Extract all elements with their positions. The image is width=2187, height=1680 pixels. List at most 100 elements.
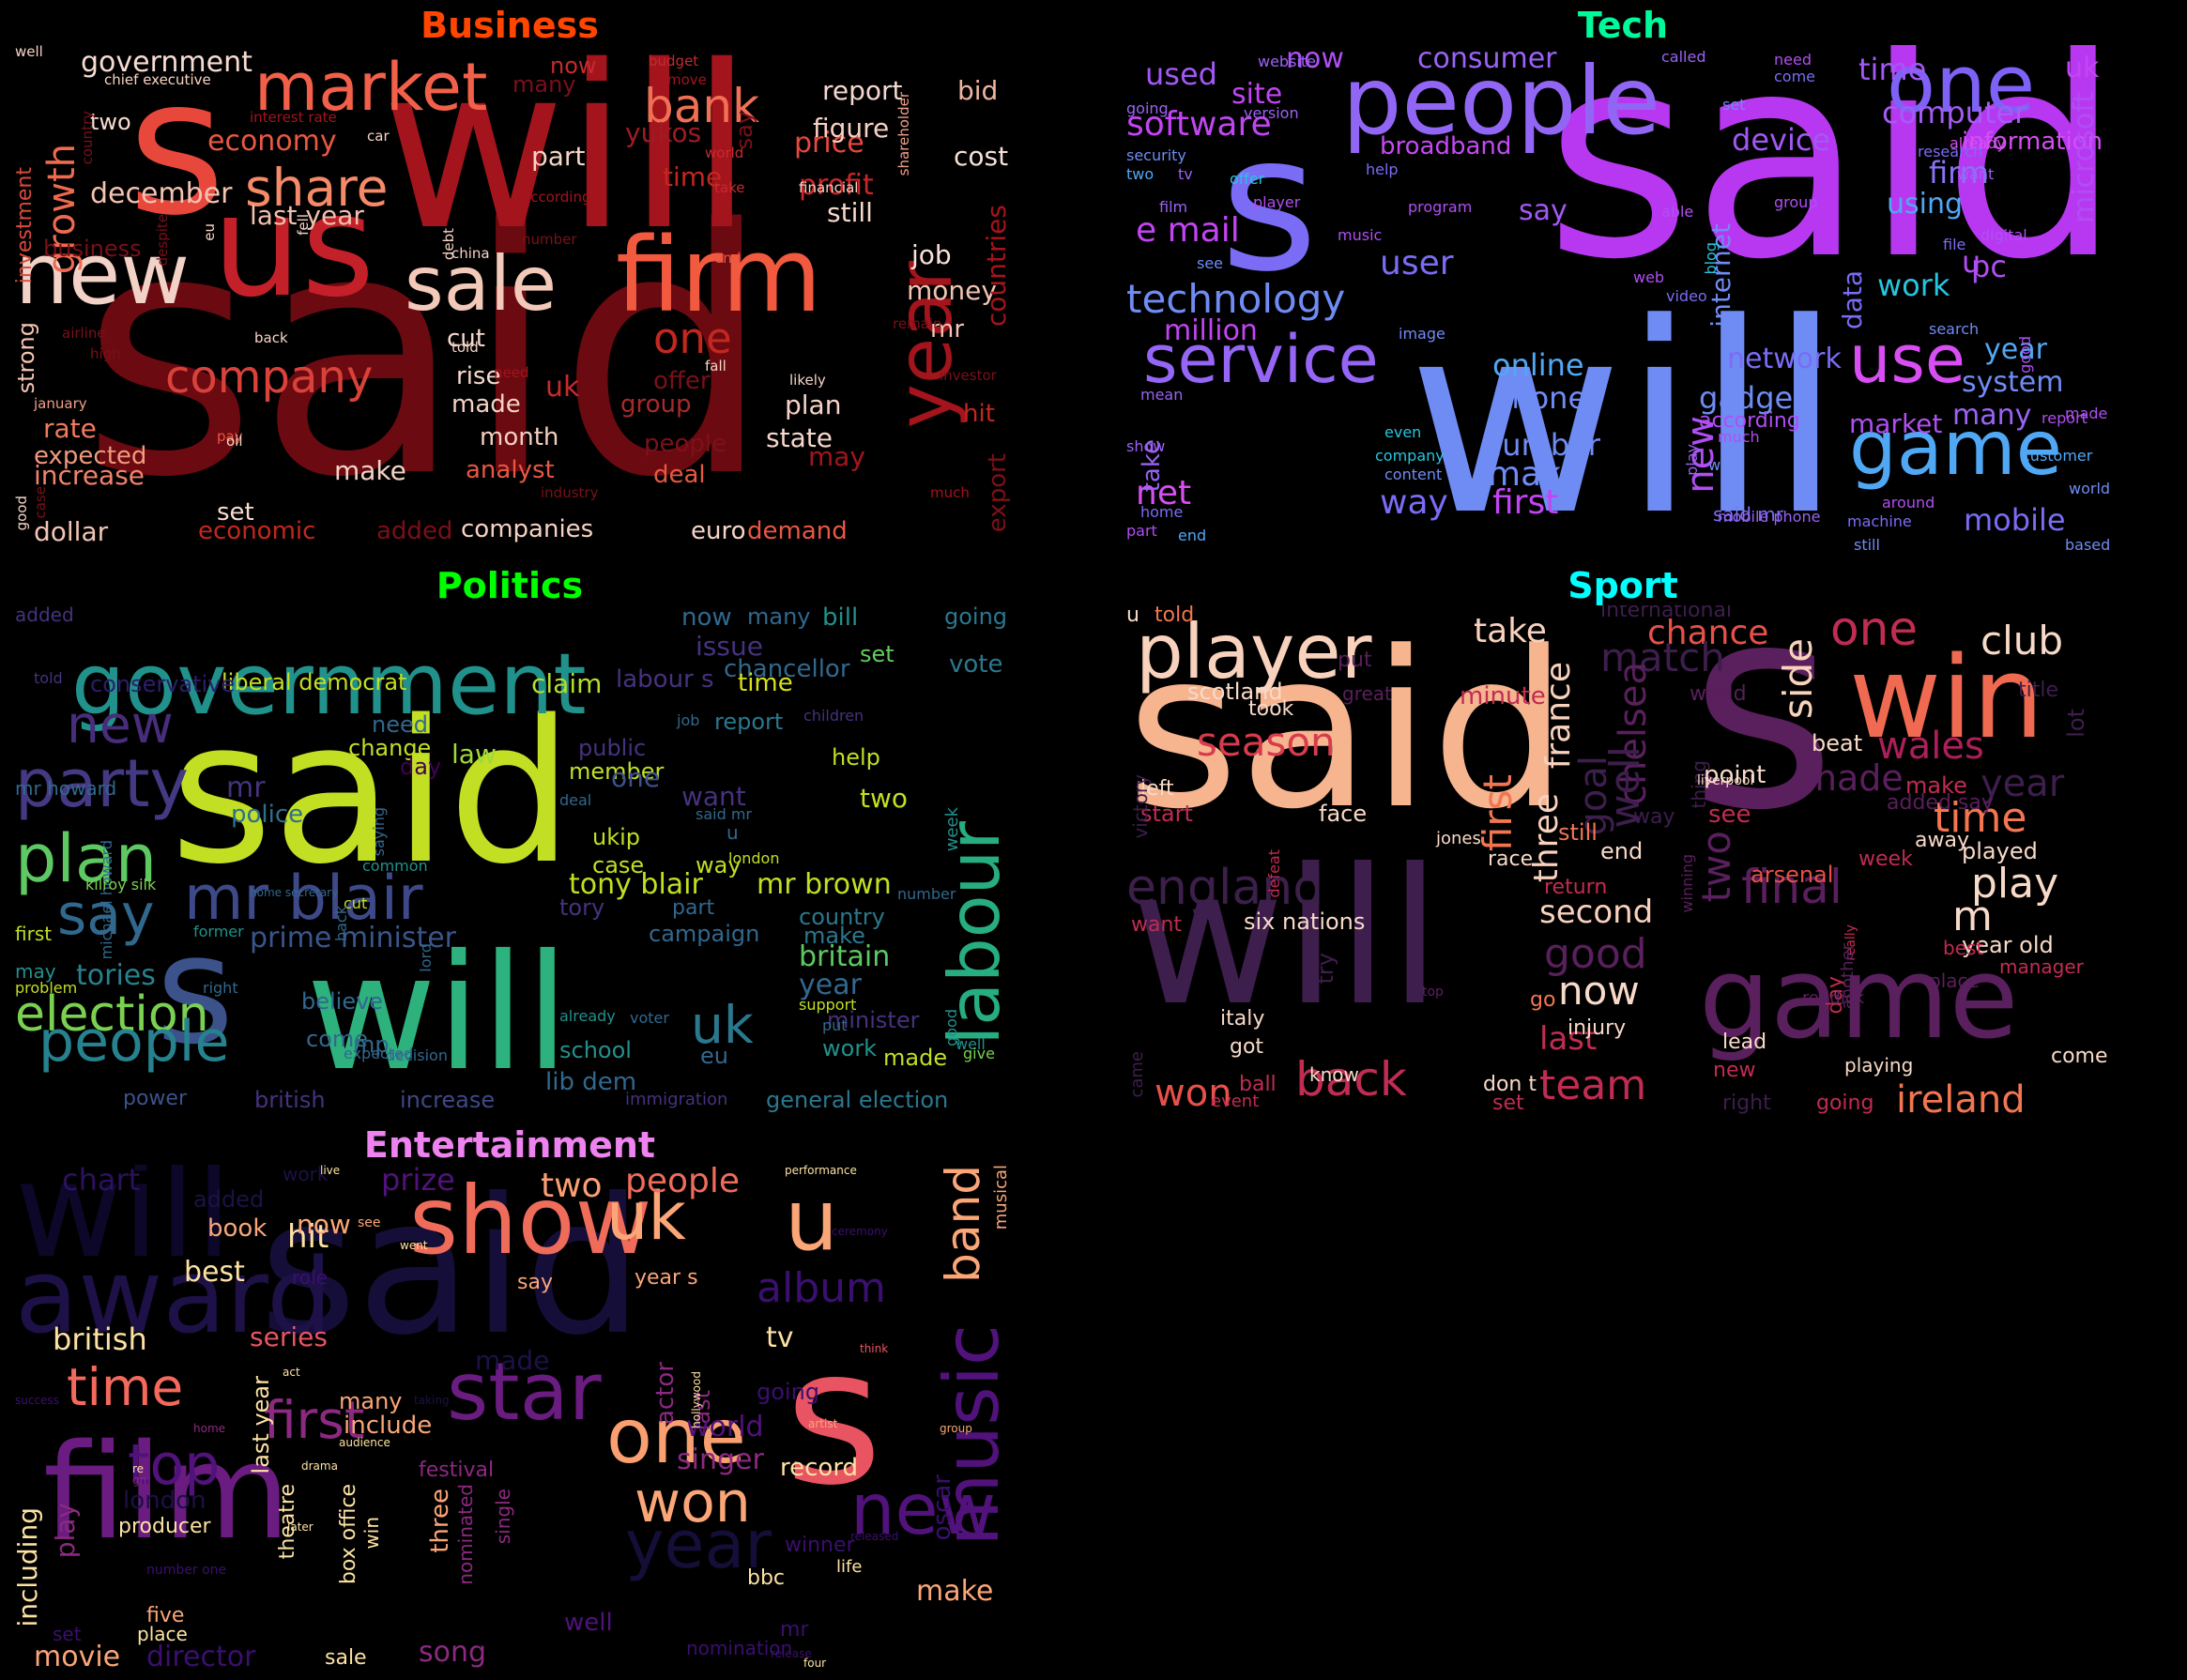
cloud-word: work — [822, 1035, 878, 1061]
cloud-word: euro — [691, 517, 746, 545]
cloud-word: later — [287, 1520, 314, 1534]
cloud-word: act — [283, 1366, 300, 1379]
cloud-word: arsenal — [1751, 862, 1834, 888]
panel-title: Business — [421, 5, 599, 46]
cloud-word: said — [170, 678, 574, 908]
cloud-word: nomination — [686, 1637, 793, 1659]
cloud-word: injury — [1568, 1016, 1627, 1040]
cloud-word: lot — [2063, 709, 2089, 738]
cloud-word: added — [193, 1186, 265, 1213]
cloud-word: want — [1957, 165, 1995, 183]
cloud-word: problem — [15, 979, 78, 997]
cloud-word: going — [1126, 99, 1169, 117]
cloud-word: won — [1155, 1072, 1232, 1115]
cloud-word: day — [400, 754, 442, 780]
cloud-word: u — [726, 821, 739, 844]
cloud-word: ireland — [1896, 1078, 2026, 1119]
word-cloud: said will s government labour party plan new mr … — [15, 605, 1010, 1119]
cloud-word: last — [1539, 1020, 1598, 1058]
cloud-word: made — [1802, 757, 1904, 799]
cloud-word: mobile — [1964, 502, 2066, 538]
cloud-word: time — [1858, 52, 1927, 87]
cloud-word: people — [625, 1165, 741, 1200]
cloud-word: bank — [644, 79, 760, 133]
cloud-word: conservative — [90, 671, 236, 697]
cloud-word: will — [1408, 267, 1843, 558]
cloud-word: play — [50, 1503, 81, 1559]
cloud-word: two — [1693, 831, 1739, 903]
cloud-word: festival — [419, 1459, 495, 1482]
cloud-word: expected — [344, 1045, 414, 1062]
cloud-word: month — [480, 423, 559, 451]
cloud-word: interest rate — [250, 109, 337, 126]
cloud-word: make — [916, 1575, 994, 1608]
cloud-word: give — [963, 1045, 995, 1062]
cloud-word: home — [193, 1422, 226, 1435]
cloud-word: mr howard — [15, 777, 117, 800]
cloud-word: told — [34, 669, 63, 687]
cloud-word: british — [53, 1321, 147, 1357]
cloud-word: place — [137, 1623, 188, 1645]
cloud-word: s — [1690, 605, 1837, 872]
word-cloud: said will us s new firm sale market share bank yea… — [15, 45, 1010, 558]
cloud-word: pc — [1971, 249, 2007, 284]
cloud-word: beat — [1812, 730, 1863, 756]
cloud-word: chance — [1647, 614, 1769, 652]
cloud-word: already — [559, 1007, 616, 1025]
cloud-word: offer — [653, 367, 711, 395]
cloud-word: uk — [606, 1178, 686, 1255]
cloud-word: one — [1887, 45, 2036, 131]
cloud-word: ukip — [592, 824, 641, 850]
cloud-word: see — [358, 1215, 381, 1230]
cloud-word: said — [1545, 45, 2121, 321]
cloud-word: economy — [207, 125, 337, 158]
cloud-word: england — [1126, 860, 1324, 916]
cloud-word: film — [1159, 198, 1188, 216]
cloud-word: win — [360, 1517, 383, 1550]
cloud-word: music — [1338, 226, 1383, 244]
cloud-word: may — [15, 960, 56, 983]
cloud-word: make — [1488, 455, 1581, 494]
cloud-word: file — [1943, 236, 1966, 253]
cloud-word: information — [1962, 128, 2103, 156]
cloud-word: well — [956, 1035, 986, 1053]
cloud-word: debt — [440, 228, 457, 261]
cloud-word: time — [663, 161, 723, 192]
cloud-word: first — [264, 1390, 365, 1450]
cloud-word: play — [1971, 860, 2059, 908]
cloud-word: say — [57, 882, 155, 948]
cloud-word: know — [1309, 1063, 1359, 1086]
cloud-word: gadget — [1699, 380, 1805, 416]
cloud-word: people — [644, 430, 727, 458]
cloud-word: company — [165, 351, 374, 404]
cloud-word: france — [1539, 662, 1578, 770]
cloud-word: see — [1197, 254, 1224, 272]
cloud-word: mr — [930, 315, 965, 344]
cloud-word: user — [1380, 244, 1454, 283]
cloud-word: added — [15, 605, 74, 626]
cloud-word: first — [1492, 483, 1559, 522]
cloud-word: chancellor — [724, 655, 850, 683]
cloud-word: now — [681, 605, 732, 632]
cloud-word: four — [803, 1657, 827, 1670]
cloud-word: second — [1539, 893, 1654, 931]
cloud-word: drama — [301, 1459, 338, 1473]
cloud-word: game — [1699, 934, 2019, 1064]
cloud-word: movie — [34, 1641, 121, 1673]
cloud-word: dollar — [34, 516, 109, 547]
cloud-word: group — [620, 390, 692, 419]
cloud-word: director — [146, 1641, 256, 1673]
cloud-word: race — [1488, 848, 1534, 871]
cloud-word: playing — [1844, 1054, 1914, 1077]
cloud-word: one — [1830, 605, 1919, 656]
cloud-word: week — [942, 807, 962, 852]
cloud-word: system — [1962, 366, 2064, 399]
cloud-word: one — [653, 313, 732, 363]
cloud-word: show — [1126, 437, 1166, 455]
cloud-word: will — [306, 921, 570, 1107]
cloud-word: tory — [559, 894, 605, 921]
cloud-word: number — [522, 231, 577, 248]
cloud-word: children — [803, 707, 864, 725]
cloud-word: bbc — [747, 1566, 786, 1590]
cloud-word: make — [1905, 772, 1967, 799]
